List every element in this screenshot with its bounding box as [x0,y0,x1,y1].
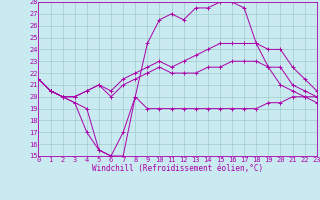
X-axis label: Windchill (Refroidissement éolien,°C): Windchill (Refroidissement éolien,°C) [92,164,263,173]
